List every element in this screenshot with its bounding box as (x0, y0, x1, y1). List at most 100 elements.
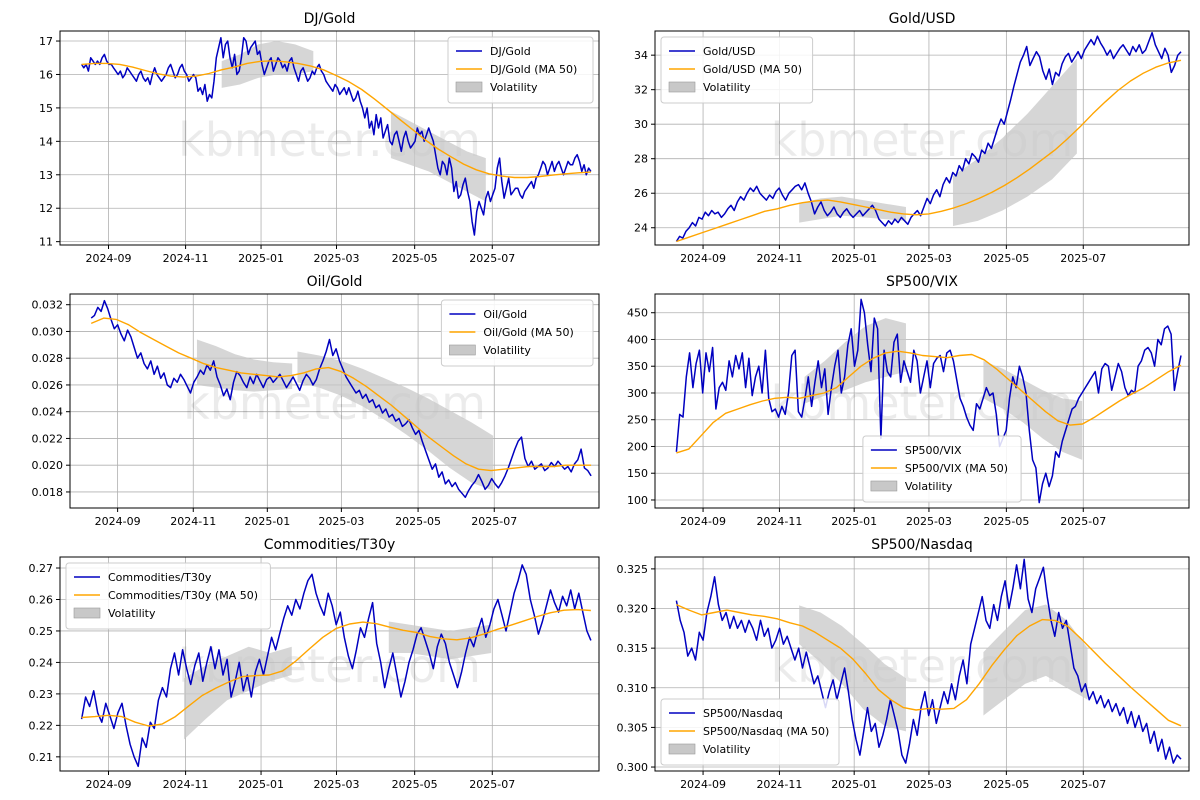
chart-panel-3: SP500/VIX 100 150 200 250 300 350 400 450 2024-09… (627, 274, 1190, 528)
volatility-band (799, 605, 906, 732)
x-tick-label: 2025-03 (906, 778, 952, 791)
legend-label: Gold/USD (703, 45, 756, 58)
y-tick-label: 300 (627, 387, 648, 400)
plot-area (675, 31, 1182, 243)
x-tick-label: 2025-03 (906, 515, 952, 528)
y-tick-label: 450 (627, 307, 648, 320)
y-tick-label: 0.030 (32, 325, 64, 338)
x-tick-label: 2025-07 (1060, 778, 1106, 791)
x-tick-label: 2025-05 (983, 515, 1029, 528)
series-line (80, 36, 592, 236)
legend-swatch-band (449, 344, 476, 356)
chart-title: SP500/VIX (886, 274, 958, 290)
chart-title: Commodities/T30y (264, 537, 396, 553)
plot-area (80, 36, 592, 236)
legend-label: Oil/Gold (483, 308, 527, 321)
x-tick-label: 2024-11 (163, 778, 209, 791)
legend-box (660, 36, 814, 104)
chart-title: Oil/Gold (307, 274, 363, 290)
x-tick-label: 2024-11 (756, 515, 802, 528)
series-line (675, 31, 1182, 242)
y-tick-label: 200 (627, 440, 648, 453)
chart-panel-0: DJ/Gold 11 12 13 14 15 16 17 2024-09 2024-11 2025-… (39, 11, 600, 265)
legend-label: SP500/Nasdaq (MA 50) (703, 725, 829, 738)
legend-label: DJ/Gold (490, 45, 531, 58)
ma-line (90, 317, 592, 472)
x-tick-label: 2025-03 (314, 252, 360, 265)
legend-label: Oil/Gold (MA 50) (483, 326, 573, 339)
x-tick-label: 2025-05 (983, 252, 1029, 265)
legend: Gold/USD Gold/USD (MA 50) Volatility (660, 36, 814, 104)
y-tick-label: 0.024 (32, 406, 64, 419)
volatility-band (390, 111, 486, 202)
chart-panel-5: SP500/Nasdaq 0.300 0.305 0.310 0.315 0.320 0.3… (617, 537, 1190, 791)
x-tick-label: 2024-09 (680, 778, 726, 791)
y-tick-label: 28 (634, 153, 648, 166)
y-tick-label: 0.305 (617, 721, 649, 734)
y-tick-label: 16 (39, 68, 53, 81)
legend-box (862, 435, 1022, 503)
axes-frame (654, 293, 1190, 509)
plot-area (80, 564, 592, 768)
y-tick-label: 150 (627, 467, 648, 480)
legend-label: SP500/VIX (MA 50) (905, 462, 1008, 475)
legend-label: Volatility (905, 480, 953, 493)
y-tick-label: 11 (39, 236, 53, 249)
legend-swatch-band (455, 81, 483, 93)
legend: Commodities/T30y Commodities/T30y (MA 50)… (65, 562, 271, 630)
y-tick-label: 0.018 (32, 486, 64, 499)
chart-title: Gold/USD (889, 11, 956, 27)
x-tick-label: 2025-05 (392, 252, 438, 265)
legend-label: Volatility (703, 81, 751, 94)
ma-line (81, 60, 591, 179)
x-tick-label: 2024-09 (680, 515, 726, 528)
y-tick-label: 100 (627, 494, 648, 507)
series-line (80, 564, 592, 768)
legend-box (440, 299, 594, 367)
chart-panel-4: Commodities/T30y 0.21 0.22 0.23 0.24 0.25 0.26… (29, 537, 600, 791)
volatility-band (983, 360, 1083, 460)
y-tick-label: 26 (634, 187, 648, 200)
x-tick-label: 2025-07 (1060, 515, 1106, 528)
y-tick-label: 0.24 (29, 656, 54, 669)
legend-label: Gold/USD (MA 50) (703, 63, 802, 76)
axes-frame (59, 30, 600, 246)
series-line (675, 558, 1182, 764)
chart-panel-1: Gold/USD 24 26 28 30 32 34 2024-09 2024-11 2025-0… (634, 11, 1190, 265)
x-tick-label: 2025-07 (469, 252, 515, 265)
x-tick-label: 2024-11 (756, 252, 802, 265)
x-tick-label: 2025-01 (831, 515, 877, 528)
y-tick-label: 24 (634, 222, 648, 235)
x-tick-label: 2025-03 (906, 252, 952, 265)
chart-title: DJ/Gold (304, 11, 356, 27)
legend-label: Commodities/T30y (108, 571, 212, 584)
x-tick-label: 2025-05 (392, 778, 438, 791)
legend-label: SP500/VIX (905, 444, 962, 457)
ma-line (81, 608, 591, 727)
y-tick-label: 0.310 (617, 682, 649, 695)
legend: SP500/VIX SP500/VIX (MA 50) Volatility (862, 435, 1022, 503)
x-tick-label: 2025-07 (469, 778, 515, 791)
y-tick-label: 0.22 (29, 719, 54, 732)
y-tick-label: 0.300 (617, 761, 649, 774)
x-tick-label: 2025-03 (318, 515, 364, 528)
x-tick-label: 2024-09 (680, 252, 726, 265)
y-tick-label: 17 (39, 35, 53, 48)
y-tick-label: 12 (39, 202, 53, 215)
legend-swatch-band (668, 81, 696, 93)
y-tick-label: 0.020 (32, 459, 64, 472)
legend-label: DJ/Gold (MA 50) (490, 63, 577, 76)
legend: Oil/Gold Oil/Gold (MA 50) Volatility (440, 299, 594, 367)
ma-line (676, 603, 1182, 727)
x-tick-label: 2025-05 (983, 778, 1029, 791)
x-tick-label: 2024-11 (170, 515, 216, 528)
x-tick-label: 2025-05 (395, 515, 441, 528)
x-tick-label: 2025-01 (831, 778, 877, 791)
plot-area (90, 299, 592, 499)
x-tick-label: 2025-01 (238, 252, 284, 265)
legend-box (660, 698, 840, 766)
y-tick-label: 0.320 (617, 603, 649, 616)
legend-label: Volatility (703, 743, 751, 756)
legend: SP500/Nasdaq SP500/Nasdaq (MA 50) Volatili… (660, 698, 840, 766)
